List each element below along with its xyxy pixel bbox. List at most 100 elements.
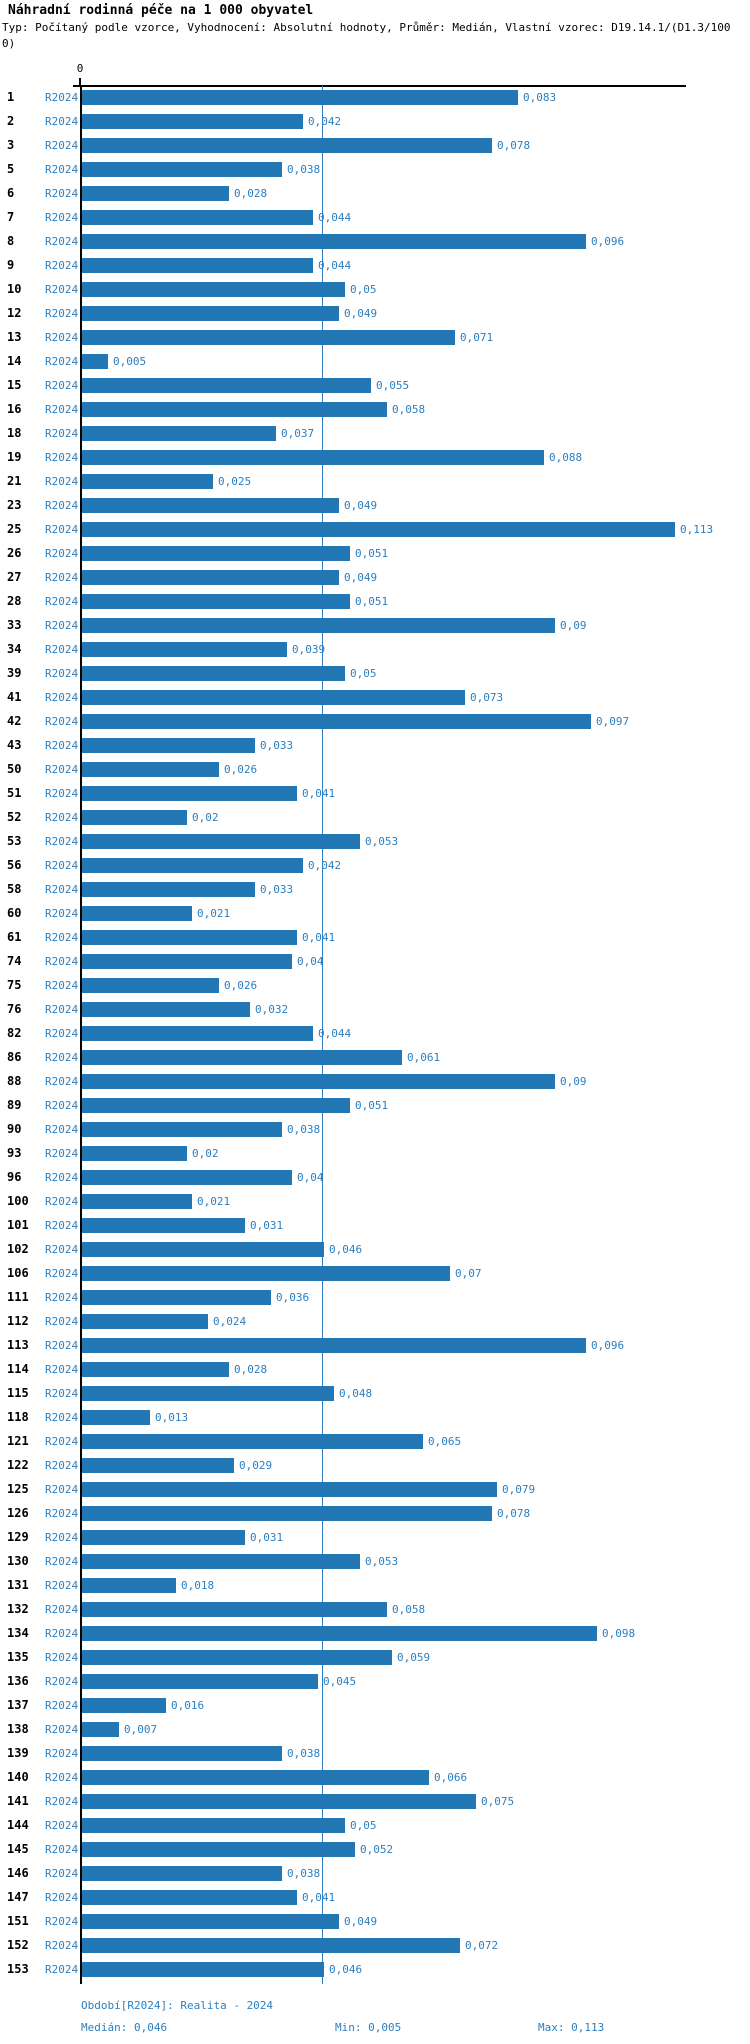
- bar: [82, 906, 192, 921]
- bar-value-label: 0,05: [350, 283, 377, 296]
- row-series-label: R2024: [45, 331, 79, 344]
- bar-row: 82 R2024 0,044: [0, 1026, 750, 1041]
- bar-value-label: 0,036: [276, 1291, 310, 1304]
- row-series-label: R2024: [45, 1411, 79, 1424]
- row-series-label: R2024: [45, 1147, 79, 1160]
- bar-row: 27 R2024 0,049: [0, 570, 750, 585]
- bar-row: 51 R2024 0,041: [0, 786, 750, 801]
- bar-row: 12 R2024 0,049: [0, 306, 750, 321]
- bar-row: 102 R2024 0,046: [0, 1242, 750, 1257]
- row-category-label: 43: [7, 738, 22, 752]
- bar: [82, 858, 303, 873]
- row-series-label: R2024: [45, 883, 79, 896]
- bar-row: 122 R2024 0,029: [0, 1458, 750, 1473]
- bar-row: 139 R2024 0,038: [0, 1746, 750, 1761]
- bar-row: 125 R2024 0,079: [0, 1482, 750, 1497]
- row-series-label: R2024: [45, 931, 79, 944]
- bar-value-label: 0,049: [344, 571, 378, 584]
- row-series-label: R2024: [45, 1171, 79, 1184]
- row-series-label: R2024: [45, 1819, 79, 1832]
- bar-row: 137 R2024 0,016: [0, 1698, 750, 1713]
- row-series-label: R2024: [45, 523, 79, 536]
- row-series-label: R2024: [45, 1651, 79, 1664]
- bar-value-label: 0,049: [344, 1915, 378, 1928]
- bar-value-label: 0,042: [308, 115, 342, 128]
- bar-row: 132 R2024 0,058: [0, 1602, 750, 1617]
- bar: [82, 1962, 324, 1977]
- bar-value-label: 0,04: [297, 955, 324, 968]
- x-axis-zero-label: 0: [76, 62, 84, 75]
- bar-row: 16 R2024 0,058: [0, 402, 750, 417]
- bar-row: 7 R2024 0,044: [0, 210, 750, 225]
- row-series-label: R2024: [45, 283, 79, 296]
- bar: [82, 1386, 334, 1401]
- bar-value-label: 0,039: [292, 643, 326, 656]
- row-category-label: 6: [7, 186, 15, 200]
- bar-row: 41 R2024 0,073: [0, 690, 750, 705]
- row-category-label: 25: [7, 522, 22, 536]
- bar-row: 19 R2024 0,088: [0, 450, 750, 465]
- bar-value-label: 0,028: [234, 187, 268, 200]
- bar-row: 115 R2024 0,048: [0, 1386, 750, 1401]
- bar-row: 23 R2024 0,049: [0, 498, 750, 513]
- row-category-label: 147: [7, 1890, 29, 1904]
- bar-value-label: 0,09: [560, 1075, 587, 1088]
- bar: [82, 1002, 250, 1017]
- bar: [82, 90, 518, 105]
- bar: [82, 810, 187, 825]
- row-series-label: R2024: [45, 1123, 79, 1136]
- row-series-label: R2024: [45, 1267, 79, 1280]
- row-series-label: R2024: [45, 115, 79, 128]
- footer-median-stat: Medián: 0,046: [81, 2021, 168, 2034]
- bar-row: 28 R2024 0,051: [0, 594, 750, 609]
- bar-row: 88 R2024 0,09: [0, 1074, 750, 1089]
- bar: [82, 738, 255, 753]
- bar-row: 106 R2024 0,07: [0, 1266, 750, 1281]
- footer-period: Období[R2024]: Realita - 2024: [81, 1999, 274, 2012]
- row-series-label: R2024: [45, 91, 79, 104]
- row-category-label: 130: [7, 1554, 29, 1568]
- row-series-label: R2024: [45, 1243, 79, 1256]
- bar-value-label: 0,044: [318, 211, 352, 224]
- bar-value-label: 0,055: [376, 379, 410, 392]
- row-category-label: 9: [7, 258, 15, 272]
- bar-value-label: 0,046: [329, 1963, 363, 1976]
- bar-value-label: 0,083: [523, 91, 557, 104]
- bar-row: 13 R2024 0,071: [0, 330, 750, 345]
- bar-value-label: 0,072: [465, 1939, 499, 1952]
- row-category-label: 7: [7, 210, 15, 224]
- bar: [82, 1050, 402, 1065]
- bar-row: 75 R2024 0,026: [0, 978, 750, 993]
- bar: [82, 642, 287, 657]
- row-series-label: R2024: [45, 187, 79, 200]
- row-series-label: R2024: [45, 1675, 79, 1688]
- row-category-label: 74: [7, 954, 22, 968]
- row-series-label: R2024: [45, 427, 79, 440]
- bar-value-label: 0,028: [234, 1363, 268, 1376]
- bar: [82, 978, 219, 993]
- bar-value-label: 0,061: [407, 1051, 441, 1064]
- row-category-label: 33: [7, 618, 22, 632]
- row-category-label: 8: [7, 234, 15, 248]
- bar: [82, 450, 544, 465]
- bar-row: 144 R2024 0,05: [0, 1818, 750, 1833]
- bar-value-label: 0,04: [297, 1171, 324, 1184]
- bar: [82, 354, 108, 369]
- bar: [82, 402, 387, 417]
- bar: [82, 1482, 497, 1497]
- bar: [82, 330, 455, 345]
- row-series-label: R2024: [45, 403, 79, 416]
- bar: [82, 1266, 450, 1281]
- row-series-label: R2024: [45, 1939, 79, 1952]
- row-category-label: 21: [7, 474, 22, 488]
- bar-row: 126 R2024 0,078: [0, 1506, 750, 1521]
- bar-row: 141 R2024 0,075: [0, 1794, 750, 1809]
- bar-value-label: 0,031: [250, 1219, 284, 1232]
- row-category-label: 34: [7, 642, 22, 656]
- row-series-label: R2024: [45, 715, 79, 728]
- row-category-label: 75: [7, 978, 22, 992]
- row-category-label: 140: [7, 1770, 29, 1784]
- bar-row: 153 R2024 0,046: [0, 1962, 750, 1977]
- bar-row: 118 R2024 0,013: [0, 1410, 750, 1425]
- bar-value-label: 0,051: [355, 1099, 389, 1112]
